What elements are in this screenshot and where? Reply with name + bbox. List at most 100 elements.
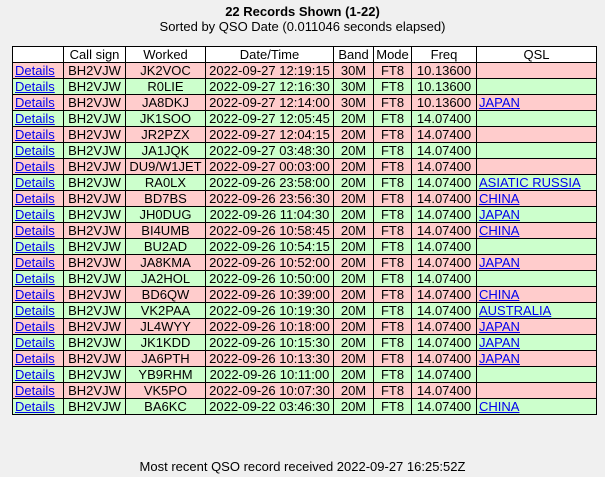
cell-band: 20M [333,382,374,399]
cell-qsl [476,158,597,175]
cell-details: Details [12,190,64,207]
qsl-link[interactable]: JAPAN [479,255,520,270]
cell-datetime: 2022-09-22 03:46:30 [205,398,334,415]
details-link[interactable]: Details [15,79,55,94]
cell-worked: BD7BS [125,190,206,207]
qso-log-table: Call sign Worked Date/Time Band Mode Fre… [12,46,597,415]
cell-band: 20M [333,286,374,303]
details-link[interactable]: Details [15,127,55,142]
qsl-link[interactable]: JAPAN [479,351,520,366]
cell-mode: FT8 [373,158,412,175]
details-link[interactable]: Details [15,351,55,366]
cell-details: Details [12,206,64,223]
details-link[interactable]: Details [15,191,55,206]
cell-details: Details [12,222,64,239]
qsl-link[interactable]: CHINA [479,191,520,206]
table-row: Details BH2VJW BD6QW 2022-09-26 10:39:00 20M… [12,286,597,303]
cell-callsign: BH2VJW [63,222,126,239]
cell-freq: 14.07400 [411,318,477,335]
cell-mode: FT8 [373,142,412,159]
cell-callsign: BH2VJW [63,190,126,207]
qsl-link[interactable]: CHINA [479,287,520,302]
cell-details: Details [12,366,64,383]
table-row: Details BH2VJW JH0DUG 2022-09-26 11:04:30 20… [12,206,597,223]
cell-datetime: 2022-09-26 10:54:15 [205,238,334,255]
cell-datetime: 2022-09-27 12:04:15 [205,126,334,143]
cell-datetime: 2022-09-26 10:50:00 [205,270,334,287]
cell-worked: VK2PAA [125,302,206,319]
cell-band: 20M [333,206,374,223]
cell-freq: 14.07400 [411,174,477,191]
details-link[interactable]: Details [15,207,55,222]
table-row: Details BH2VJW BA6KC 2022-09-22 03:46:30 20M… [12,398,597,415]
table-row: Details BH2VJW JA8DKJ 2022-09-27 12:14:00 30… [12,94,597,111]
cell-freq: 14.07400 [411,142,477,159]
details-link[interactable]: Details [15,367,55,382]
qsl-link[interactable]: ASIATIC RUSSIA [479,175,581,190]
cell-datetime: 2022-09-26 10:58:45 [205,222,334,239]
cell-datetime: 2022-09-26 10:39:00 [205,286,334,303]
qsl-link[interactable]: JAPAN [479,207,520,222]
cell-worked: BD6QW [125,286,206,303]
details-link[interactable]: Details [15,143,55,158]
cell-mode: FT8 [373,238,412,255]
details-link[interactable]: Details [15,383,55,398]
cell-callsign: BH2VJW [63,302,126,319]
cell-band: 20M [333,334,374,351]
details-link[interactable]: Details [15,399,55,414]
table-row: Details BH2VJW JA6PTH 2022-09-26 10:13:30 20… [12,350,597,367]
cell-callsign: BH2VJW [63,78,126,95]
table-row: Details BH2VJW JA2HOL 2022-09-26 10:50:00 20… [12,270,597,287]
cell-band: 20M [333,222,374,239]
cell-datetime: 2022-09-27 12:14:00 [205,94,334,111]
cell-band: 20M [333,350,374,367]
details-link[interactable]: Details [15,335,55,350]
details-link[interactable]: Details [15,223,55,238]
table-row: Details BH2VJW JK1SOO 2022-09-27 12:05:45 20… [12,110,597,127]
cell-qsl [476,270,597,287]
cell-mode: FT8 [373,78,412,95]
details-link[interactable]: Details [15,175,55,190]
details-link[interactable]: Details [15,239,55,254]
cell-worked: RA0LX [125,174,206,191]
cell-mode: FT8 [373,398,412,415]
cell-worked: YB9RHM [125,366,206,383]
details-link[interactable]: Details [15,255,55,270]
details-link[interactable]: Details [15,159,55,174]
cell-datetime: 2022-09-26 10:18:00 [205,318,334,335]
qsl-link[interactable]: JAPAN [479,95,520,110]
table-row: Details BH2VJW R0LIE 2022-09-27 12:16:30 30M… [12,78,597,95]
qsl-link[interactable]: JAPAN [479,335,520,350]
cell-freq: 14.07400 [411,206,477,223]
qsl-link[interactable]: CHINA [479,399,520,414]
details-link[interactable]: Details [15,287,55,302]
qsl-link[interactable]: JAPAN [479,319,520,334]
cell-worked: R0LIE [125,78,206,95]
details-link[interactable]: Details [15,303,55,318]
cell-callsign: BH2VJW [63,110,126,127]
cell-worked: DU9/W1JET [125,158,206,175]
column-header-callsign: Call sign [63,46,126,63]
details-link[interactable]: Details [15,111,55,126]
cell-mode: FT8 [373,270,412,287]
qsl-link[interactable]: CHINA [479,223,520,238]
cell-worked: VK5PO [125,382,206,399]
cell-worked: JL4WYY [125,318,206,335]
cell-callsign: BH2VJW [63,142,126,159]
cell-worked: JA8KMA [125,254,206,271]
cell-datetime: 2022-09-26 23:56:30 [205,190,334,207]
cell-details: Details [12,302,64,319]
details-link[interactable]: Details [15,271,55,286]
cell-datetime: 2022-09-26 10:52:00 [205,254,334,271]
details-link[interactable]: Details [15,63,55,78]
table-row: Details BH2VJW JA1JQK 2022-09-27 03:48:30 20… [12,142,597,159]
cell-band: 20M [333,158,374,175]
details-link[interactable]: Details [15,95,55,110]
cell-callsign: BH2VJW [63,174,126,191]
details-link[interactable]: Details [15,319,55,334]
cell-qsl: CHINA [476,398,597,415]
cell-details: Details [12,78,64,95]
qsl-link[interactable]: AUSTRALIA [479,303,552,318]
cell-qsl: JAPAN [476,350,597,367]
table-header-row: Call sign Worked Date/Time Band Mode Fre… [12,46,597,63]
